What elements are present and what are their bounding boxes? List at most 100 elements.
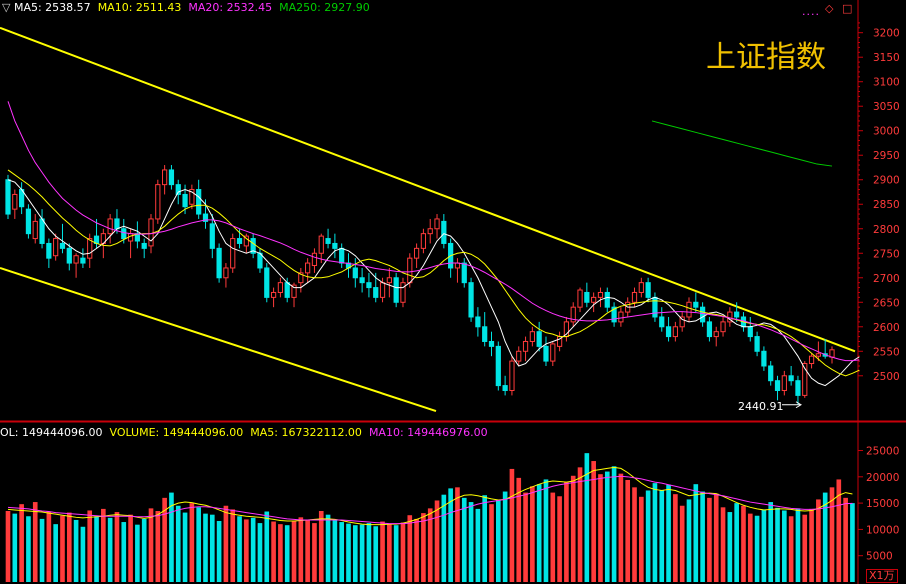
candle-body [209, 223, 215, 249]
volume-bar [80, 526, 86, 582]
candle-body [659, 316, 665, 328]
volume-axis: 5000 10000 15000 20000 25000 [858, 446, 899, 563]
volume-bar [32, 502, 38, 582]
volume-bar [809, 508, 814, 582]
price-legend: ▽ MA5: 2538.57 MA10: 2511.43 MA20: 2532.… [2, 1, 370, 15]
volume-tick-label: 5000 [866, 551, 893, 563]
volume-bar [598, 474, 603, 582]
volume-bar [618, 473, 624, 582]
volume-bar [455, 487, 460, 582]
candle-body [577, 289, 583, 308]
volume-bar [352, 525, 358, 582]
candle-body [80, 257, 86, 264]
volume-bar [162, 497, 167, 582]
volume-bar [822, 492, 828, 582]
volume-bar [536, 484, 542, 582]
candle-body [543, 345, 549, 362]
candle-body [311, 252, 318, 267]
volume-bar [570, 475, 576, 582]
window-box-icon[interactable]: □ [842, 2, 853, 15]
volume-bar [550, 492, 556, 582]
volume-bar [734, 503, 739, 582]
candle-body [461, 262, 467, 284]
volume-bar [244, 519, 249, 582]
volume-bar [727, 512, 733, 582]
candle-body [32, 220, 38, 240]
channel-upper-line [0, 26, 856, 353]
volume-bar [141, 518, 147, 582]
volume-bar [700, 491, 705, 582]
candle-body [693, 301, 699, 308]
candle-body [774, 380, 781, 391]
candle-body [679, 316, 685, 328]
candle-body [495, 345, 501, 387]
candle-body [339, 247, 345, 264]
candle-body [202, 213, 209, 222]
candle-body [781, 375, 787, 391]
volume-bar [693, 484, 699, 582]
volume-bar [387, 524, 392, 582]
candle-body [182, 193, 188, 208]
volume-bar [843, 497, 848, 582]
volume-bar [632, 487, 637, 582]
candle-body [700, 306, 706, 323]
diamond-icon[interactable]: ◇ [825, 2, 834, 15]
volume-bar [155, 511, 161, 582]
volume-bar [278, 524, 283, 582]
volume-bar [312, 523, 317, 582]
more-options-icon[interactable]: .... [802, 5, 820, 18]
legend-arrow-icon[interactable]: ▽ [2, 1, 11, 14]
volume-bar [666, 484, 671, 582]
price-tick-label: 2750 [873, 248, 900, 260]
candle-body [298, 272, 304, 284]
volume-unit-label: X1万 [866, 569, 898, 583]
candle-body [39, 218, 45, 244]
candle-body [516, 350, 522, 362]
candle-body [25, 208, 32, 235]
ma-line-ma5 [7, 179, 860, 387]
volume-bar [305, 520, 310, 582]
volume-bar [209, 514, 215, 582]
legend-volume: VOLUME: 149444096.00 [109, 426, 244, 439]
candle-body [482, 326, 488, 342]
candle-body [761, 350, 767, 367]
volume-bar [26, 516, 31, 582]
volume-bar [19, 504, 24, 582]
low-price-label: 2440.91 [738, 400, 784, 413]
candle-body [386, 277, 392, 284]
candle-body [665, 326, 672, 338]
volume-bar [284, 525, 290, 582]
candle-body [305, 262, 311, 274]
candle-body [250, 238, 256, 254]
candle-body [597, 291, 604, 298]
volume-bar [373, 526, 379, 582]
candle-body [413, 247, 420, 259]
price-tick-label: 2850 [873, 199, 900, 211]
volume-bar [393, 525, 399, 582]
volume-bar [482, 495, 488, 582]
candle-body [754, 336, 760, 352]
volume-bar [298, 517, 304, 582]
candle-body [611, 306, 617, 323]
legend-vol: OL: 149444096.00 [0, 426, 103, 439]
candle-body [788, 375, 794, 382]
candle-body [604, 291, 610, 308]
volume-bar [754, 515, 760, 582]
candle-body [618, 311, 624, 323]
candle-body [550, 343, 556, 362]
volume-tick-label: 25000 [866, 446, 899, 458]
volume-bar [46, 511, 52, 582]
volume-bar [584, 453, 590, 582]
volume-bars [5, 453, 855, 582]
volume-bar [182, 512, 188, 582]
candle-body [189, 189, 195, 205]
candle-body [5, 179, 11, 215]
candle-body [400, 282, 406, 303]
volume-bar [850, 503, 855, 582]
ma-line-ma250 [651, 120, 833, 167]
candle-body [141, 242, 147, 249]
volume-bar [577, 467, 583, 582]
price-tick-label: 2650 [873, 297, 900, 309]
candle-body [529, 331, 535, 342]
